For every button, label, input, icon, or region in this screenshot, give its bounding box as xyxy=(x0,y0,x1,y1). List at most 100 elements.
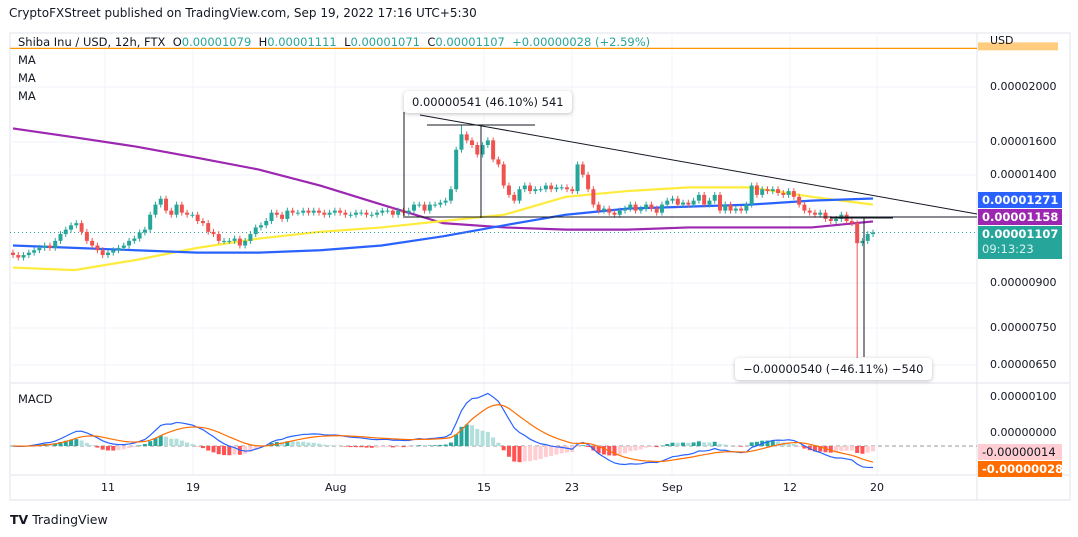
candle-body xyxy=(11,252,15,256)
candle-body xyxy=(860,240,865,244)
ma-blue-price-tag: 0.00001271 xyxy=(978,192,1062,208)
macd-histogram-bar xyxy=(142,444,147,446)
candle-body xyxy=(849,221,854,224)
candle-body xyxy=(554,187,559,190)
candle-body xyxy=(26,252,31,256)
candle-body xyxy=(865,234,870,241)
macd-histogram-bar xyxy=(385,446,390,447)
macd-histogram-bar xyxy=(327,445,332,446)
candle-body xyxy=(454,149,459,190)
candle-body xyxy=(195,214,200,222)
candle-body xyxy=(654,208,659,213)
candle-body xyxy=(834,218,839,222)
macd-histogram-bar xyxy=(786,442,791,446)
macd-histogram-bar xyxy=(359,446,364,448)
candle-body xyxy=(79,223,84,232)
candle-body xyxy=(791,191,796,197)
candle-body xyxy=(348,214,353,216)
candle-body xyxy=(580,164,585,175)
candle-body xyxy=(686,202,691,205)
macd-histogram-bar xyxy=(654,446,659,448)
candle-body xyxy=(390,210,395,215)
open-value: 0.00001079 xyxy=(181,35,252,49)
macd-histogram-bar xyxy=(348,446,353,448)
candle-body xyxy=(728,204,733,211)
macd-histogram-bar xyxy=(464,424,469,446)
candle-body xyxy=(174,204,179,215)
ma-indicator-1[interactable]: MA xyxy=(18,53,36,67)
macd-histogram-bar xyxy=(417,445,422,446)
macd-histogram-bar xyxy=(712,441,717,446)
ma-indicator-3[interactable]: MA xyxy=(18,89,36,103)
candle-body xyxy=(480,144,485,155)
candle-body xyxy=(564,187,569,190)
macd-histogram-bar xyxy=(475,429,480,446)
macd-histogram-bar xyxy=(364,446,369,448)
candle-body xyxy=(116,247,121,251)
candle-body xyxy=(206,223,211,232)
macd-histogram-bar xyxy=(306,442,311,446)
macd-line xyxy=(12,392,874,469)
candle-body xyxy=(501,164,506,186)
macd-histogram-bar xyxy=(322,444,327,446)
drop-measure-label[interactable]: −0.00000540 (−46.11%) −540 xyxy=(735,358,932,380)
macd-histogram-bar xyxy=(353,446,358,448)
macd-histogram-bar xyxy=(132,446,137,447)
macd-histogram-bar xyxy=(717,443,722,446)
price-tick: 0.00000900 xyxy=(990,276,1057,289)
candle-body xyxy=(153,204,158,215)
macd-histogram-bar xyxy=(470,425,475,446)
macd-histogram-bar xyxy=(216,446,221,455)
macd-histogram-bar xyxy=(390,446,395,448)
candle-body xyxy=(433,204,438,206)
time-tick: 23 xyxy=(565,481,579,494)
candle-body xyxy=(47,245,52,248)
candle-body xyxy=(797,196,802,205)
low-label: L xyxy=(344,35,351,49)
ma-indicator-2[interactable]: MA xyxy=(18,71,36,85)
macd-histogram-bar xyxy=(79,440,84,446)
rise-measure-label[interactable]: 0.00000541 (46.10%) 541 xyxy=(404,91,572,113)
macd-histogram-bar xyxy=(100,446,105,450)
macd-signal-tag: -0.00000028 xyxy=(978,461,1063,477)
macd-histogram-bar xyxy=(427,445,432,446)
candle-body xyxy=(659,204,664,213)
macd-histogram-bar xyxy=(871,446,875,452)
macd-histogram-bar xyxy=(501,446,506,451)
time-tick: Aug xyxy=(325,481,347,494)
candle-body xyxy=(438,202,443,205)
candle-body xyxy=(517,189,522,201)
time-tick: 12 xyxy=(783,481,797,494)
macd-histogram-bar xyxy=(702,442,707,446)
candle-body xyxy=(617,210,622,215)
candle-body xyxy=(322,212,327,215)
candle-body xyxy=(586,174,591,190)
macd-histogram-bar xyxy=(564,446,569,453)
candle-body xyxy=(802,204,807,211)
macd-histogram-bar xyxy=(506,446,511,457)
macd-histogram-bar xyxy=(628,446,633,452)
candle-body xyxy=(269,212,274,222)
macd-histogram-bar xyxy=(301,441,306,446)
macd-indicator[interactable]: MACD xyxy=(18,392,53,406)
macd-histogram-bar xyxy=(812,446,817,452)
price-tick: 0.00000650 xyxy=(990,358,1057,371)
candle-body xyxy=(63,229,68,235)
tradingview-logo[interactable]: TV TradingView xyxy=(10,512,108,527)
ma-purple-line xyxy=(12,127,874,231)
close-label: C xyxy=(427,35,436,49)
candle-body xyxy=(258,225,263,228)
candle-body xyxy=(612,212,617,215)
price-tick: 0.00001400 xyxy=(990,168,1057,181)
candle-body xyxy=(464,134,469,141)
macd-histogram-bar xyxy=(791,443,796,446)
macd-histogram-bar xyxy=(185,442,190,446)
footer-brand: TradingView xyxy=(32,512,108,527)
candle-body xyxy=(770,189,775,192)
time-tick: 20 xyxy=(870,481,884,494)
macd-histogram-bar xyxy=(644,446,649,448)
macd-histogram-bar xyxy=(638,446,643,450)
publish-info: CryptoFXStreet published on TradingView.… xyxy=(9,6,477,20)
macd-histogram-bar xyxy=(116,446,121,451)
